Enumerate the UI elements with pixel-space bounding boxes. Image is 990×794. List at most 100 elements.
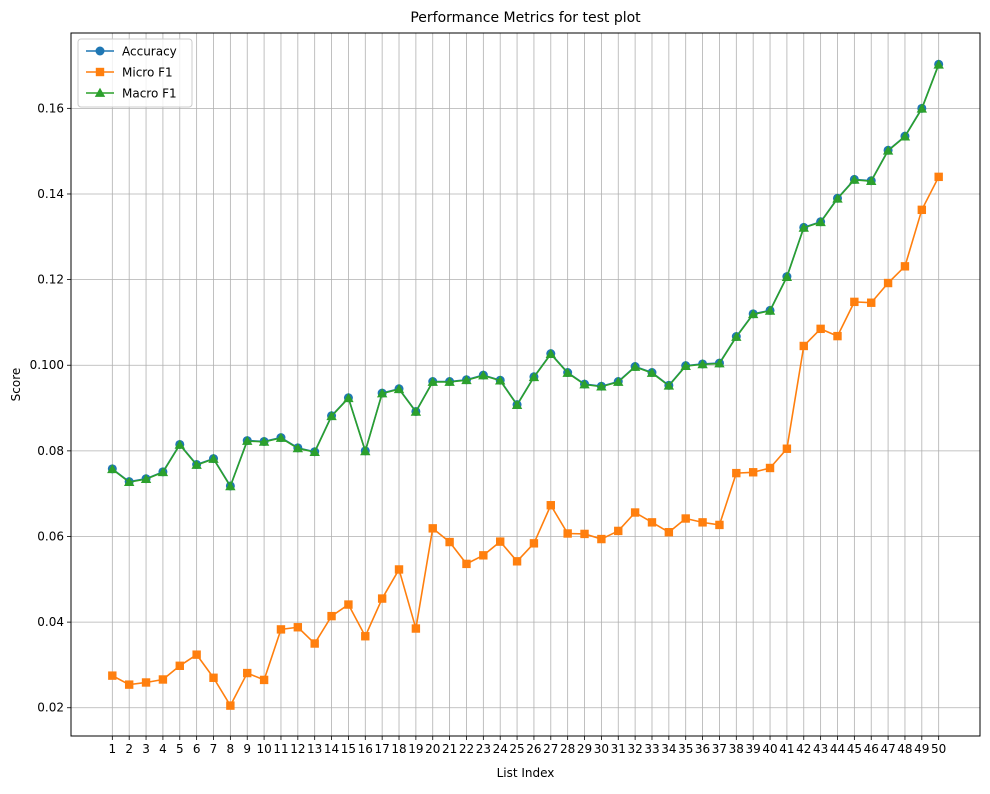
- macro-f1-point: [916, 103, 928, 113]
- macro-f1-point: [174, 439, 185, 449]
- macro-f1-point: [579, 379, 590, 389]
- legend-item-micro-f1: Micro F1: [86, 66, 173, 80]
- macro-f1-point: [899, 131, 911, 141]
- x-tick-label: 44: [830, 742, 845, 756]
- y-tick-label: 0.16: [37, 101, 64, 115]
- legend-label: Macro F1: [122, 87, 177, 101]
- micro-f1-point: [597, 534, 606, 544]
- y-tick-label: 0.04: [37, 615, 64, 629]
- y-tick-label: 0.02: [37, 701, 64, 715]
- x-tick-label: 42: [796, 742, 811, 756]
- micro-f1-point: [748, 468, 758, 477]
- macro-f1-point: [697, 359, 708, 369]
- x-tick-label: 10: [256, 742, 271, 756]
- legend-box: [77, 38, 193, 108]
- micro-f1-point: [900, 262, 910, 271]
- x-tick-label: 26: [526, 742, 541, 756]
- x-tick-label: 28: [560, 742, 575, 756]
- x-tick-label: 16: [358, 742, 373, 756]
- micro-f1-point: [698, 518, 707, 527]
- y-tick-label: 0.12: [37, 273, 64, 287]
- x-tick-label: 21: [442, 742, 457, 756]
- x-tick-label: 36: [695, 742, 710, 756]
- y-tick-label: 0.06: [37, 529, 64, 543]
- macro-f1-point: [427, 376, 438, 386]
- micro-f1-point: [664, 528, 674, 537]
- x-tick-label: 29: [577, 742, 592, 756]
- x-tick-label: 50: [931, 742, 946, 756]
- micro-f1-point: [614, 526, 623, 536]
- legend-label: Accuracy: [122, 45, 177, 59]
- x-tick-label: 13: [307, 742, 322, 756]
- macro-f1-point: [225, 481, 236, 491]
- legend: Accuracy Micro F1 Macro F1: [77, 38, 193, 108]
- macro-f1-point: [832, 193, 843, 203]
- series-layer: [107, 59, 944, 710]
- macro-f1-point: [157, 467, 169, 477]
- x-tick-label: 30: [594, 742, 609, 756]
- macro-f1-point: [410, 406, 422, 416]
- chart-title: Performance Metrics for test plot: [410, 10, 641, 26]
- macro-f1-point: [326, 410, 337, 421]
- macro-f1-point: [343, 393, 354, 403]
- legend-swatch-marker: [94, 87, 106, 97]
- micro-f1-point: [276, 625, 286, 634]
- y-axis-ticks: 0.02 0.04 0.06 0.08 0.100 0.12 0.14 0.16: [30, 101, 71, 715]
- micro-f1-point: [327, 611, 336, 621]
- micro-f1-point: [934, 172, 943, 182]
- series-macro-f1: [107, 59, 944, 491]
- micro-f1-point: [715, 520, 724, 530]
- macro-f1-point: [107, 464, 118, 474]
- micro-f1-point: [647, 518, 657, 527]
- micro-f1-point: [192, 650, 201, 659]
- micro-f1-point: [630, 508, 640, 517]
- x-tick-label: 14: [324, 742, 339, 756]
- macro-f1-point: [393, 384, 405, 394]
- micro-f1-point: [580, 529, 589, 539]
- micro-f1-point: [462, 559, 471, 569]
- macro-f1-point: [258, 436, 270, 446]
- macro-f1-point: [815, 217, 826, 227]
- micro-f1-point: [124, 680, 134, 689]
- micro-f1-point: [546, 501, 555, 510]
- legend-item-accuracy: Accuracy: [86, 45, 177, 59]
- x-tick-label: 49: [914, 742, 929, 756]
- macro-f1-point: [866, 175, 877, 186]
- x-tick-label: 2: [125, 742, 133, 756]
- micro-f1-point: [175, 661, 184, 670]
- micro-f1-point: [310, 639, 319, 648]
- macro-f1-point: [309, 446, 320, 457]
- macro-f1-point: [680, 360, 691, 370]
- micro-f1-point: [563, 529, 572, 538]
- macro-f1-point: [191, 459, 202, 469]
- micro-f1-point: [361, 632, 370, 641]
- x-tick-label: 43: [813, 742, 828, 756]
- x-tick-label: 12: [290, 742, 305, 756]
- legend-item-macro-f1: Macro F1: [86, 87, 177, 101]
- x-tick-label: 38: [729, 742, 744, 756]
- x-tick-label: 45: [847, 742, 862, 756]
- x-tick-label: 23: [476, 742, 491, 756]
- x-tick-label: 20: [425, 742, 440, 756]
- macro-f1-point: [849, 174, 860, 184]
- x-tick-label: 39: [746, 742, 761, 756]
- micro-f1-point: [782, 444, 792, 453]
- micro-f1-point: [529, 539, 539, 548]
- macro-f1-point: [933, 59, 944, 69]
- macro-f1-point: [140, 473, 152, 484]
- micro-f1-point: [411, 624, 421, 633]
- micro-f1-point: [917, 205, 927, 215]
- micro-f1-point: [479, 551, 488, 560]
- x-tick-label: 3: [142, 742, 150, 756]
- macro-f1-point: [613, 376, 624, 386]
- x-tick-label: 40: [762, 742, 777, 756]
- micro-f1-point: [445, 537, 454, 547]
- micro-f1-point: [681, 514, 690, 523]
- macro-f1-point: [495, 375, 506, 385]
- micro-f1-point: [765, 463, 775, 473]
- legend-swatch-marker: [95, 46, 105, 56]
- x-tick-label: 4: [159, 742, 167, 756]
- micro-f1-point: [259, 675, 269, 685]
